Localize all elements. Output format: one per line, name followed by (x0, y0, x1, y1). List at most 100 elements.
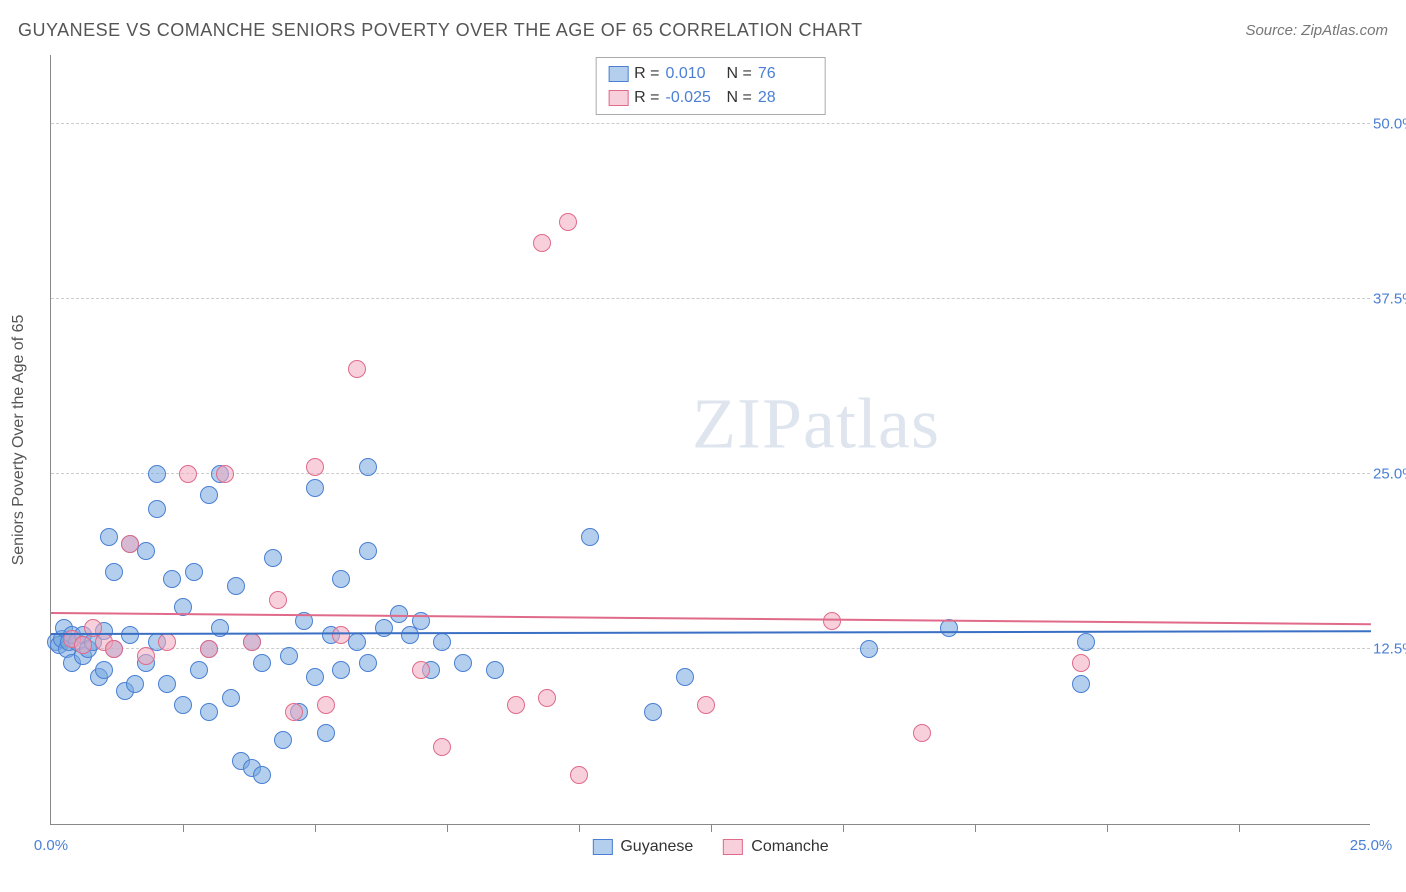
data-point (940, 619, 958, 637)
data-point (148, 465, 166, 483)
chart-title: GUYANESE VS COMANCHE SENIORS POVERTY OVE… (18, 20, 863, 41)
data-point (359, 458, 377, 476)
data-point (274, 731, 292, 749)
watermark-light: atlas (803, 384, 940, 464)
gridline (51, 298, 1370, 299)
x-tick (447, 824, 448, 832)
legend-swatch (723, 839, 743, 855)
stats-row: R =0.010N =76 (608, 62, 813, 86)
data-point (185, 563, 203, 581)
data-point (264, 549, 282, 567)
data-point (533, 234, 551, 252)
data-point (253, 766, 271, 784)
data-point (200, 486, 218, 504)
data-point (860, 640, 878, 658)
data-point (121, 535, 139, 553)
data-point (1077, 633, 1095, 651)
x-tick (315, 824, 316, 832)
data-point (174, 696, 192, 714)
data-point (222, 689, 240, 707)
bottom-legend: Guyanese Comanche (592, 838, 828, 856)
data-point (253, 654, 271, 672)
data-point (95, 661, 113, 679)
data-point (359, 654, 377, 672)
stats-row: R =-0.025N =28 (608, 86, 813, 110)
r-value: -0.025 (666, 86, 721, 110)
data-point (306, 668, 324, 686)
x-tick-label: 25.0% (1350, 837, 1393, 854)
trend-line (51, 630, 1371, 635)
data-point (332, 626, 350, 644)
x-tick (711, 824, 712, 832)
data-point (137, 647, 155, 665)
legend-swatch (608, 66, 628, 82)
n-label: N = (727, 86, 752, 110)
data-point (306, 479, 324, 497)
data-point (163, 570, 181, 588)
data-point (121, 626, 139, 644)
data-point (158, 633, 176, 651)
data-point (581, 528, 599, 546)
data-point (359, 542, 377, 560)
y-tick-label: 50.0% (1373, 116, 1406, 133)
data-point (126, 675, 144, 693)
data-point (105, 563, 123, 581)
x-tick (579, 824, 580, 832)
legend-item: Guyanese (592, 838, 693, 856)
data-point (913, 724, 931, 742)
data-point (285, 703, 303, 721)
data-point (348, 633, 366, 651)
legend-swatch (592, 839, 612, 855)
data-point (100, 528, 118, 546)
data-point (190, 661, 208, 679)
plot-area: Seniors Poverty Over the Age of 65 ZIPat… (50, 55, 1370, 825)
data-point (570, 766, 588, 784)
data-point (538, 689, 556, 707)
data-point (280, 647, 298, 665)
y-tick-label: 25.0% (1373, 466, 1406, 483)
data-point (433, 738, 451, 756)
data-point (137, 542, 155, 560)
x-tick-label: 0.0% (34, 837, 68, 854)
gridline (51, 123, 1370, 124)
data-point (348, 360, 366, 378)
data-point (823, 612, 841, 630)
data-point (105, 640, 123, 658)
data-point (697, 696, 715, 714)
data-point (269, 591, 287, 609)
data-point (200, 703, 218, 721)
trend-line (51, 612, 1371, 625)
data-point (559, 213, 577, 231)
r-value: 0.010 (666, 62, 721, 86)
x-tick (843, 824, 844, 832)
x-tick (1107, 824, 1108, 832)
data-point (227, 577, 245, 595)
data-point (317, 696, 335, 714)
legend-label: Guyanese (620, 838, 693, 856)
data-point (74, 636, 92, 654)
data-point (454, 654, 472, 672)
gridline (51, 473, 1370, 474)
stats-legend: R =0.010N =76R =-0.025N =28 (595, 57, 826, 115)
x-tick (975, 824, 976, 832)
n-label: N = (727, 62, 752, 86)
data-point (179, 465, 197, 483)
data-point (200, 640, 218, 658)
legend-item: Comanche (723, 838, 828, 856)
legend-swatch (608, 90, 628, 106)
source-credit: Source: ZipAtlas.com (1245, 22, 1388, 39)
data-point (306, 458, 324, 476)
y-tick-label: 12.5% (1373, 641, 1406, 658)
data-point (148, 500, 166, 518)
data-point (507, 696, 525, 714)
data-point (412, 661, 430, 679)
data-point (486, 661, 504, 679)
data-point (317, 724, 335, 742)
data-point (158, 675, 176, 693)
data-point (1072, 675, 1090, 693)
x-tick (1239, 824, 1240, 832)
x-tick (183, 824, 184, 832)
watermark: ZIPatlas (692, 383, 940, 466)
data-point (1072, 654, 1090, 672)
r-label: R = (634, 62, 659, 86)
